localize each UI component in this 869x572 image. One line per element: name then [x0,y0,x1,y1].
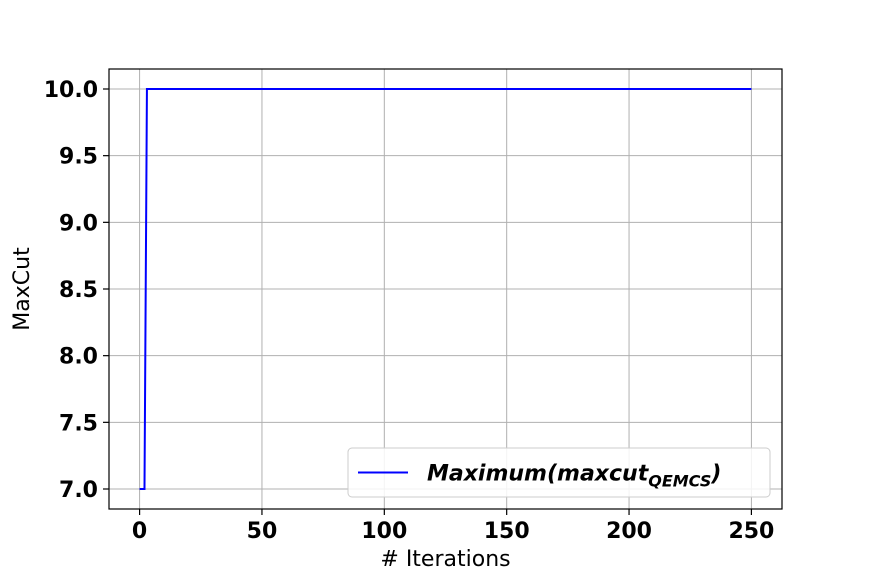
series-layer [139,88,752,490]
x-tick-label: 50 [247,519,278,544]
legend-box [347,447,771,498]
legend-label-subscript: QEMCS [648,472,711,491]
y-tick-label: 10.0 [44,78,98,103]
y-tick-label: 7.5 [59,411,98,436]
series-line [139,88,752,490]
x-axis-label: # Iterations [380,547,510,572]
x-tick-label: 0 [132,519,147,544]
x-tick-label: 250 [728,519,774,544]
x-tick-label: 100 [361,519,407,544]
x-tick-label: 150 [484,519,530,544]
y-axis-label: MaxCut [10,247,35,331]
y-tick-label: 8.5 [59,278,98,303]
y-tick-label: 9.5 [59,145,98,170]
legend-label-main: Maximum(maxcut [427,462,650,487]
legend-label: Maximum(maxcutQEMCS) [427,462,721,491]
y-tick-label: 9.0 [59,211,98,236]
y-tick-label: 8.0 [59,345,98,370]
legend-label-close: ) [710,462,721,487]
legend: Maximum(maxcutQEMCS) [347,447,771,498]
y-tick-label: 7.0 [59,478,98,503]
x-tick-label: 200 [606,519,652,544]
grid-lines [109,69,782,509]
x-axis-ticks: 0 50 100 150 200 250 [132,509,774,544]
y-axis-ticks: 7.0 7.5 8.0 8.5 9.0 9.5 10.0 [44,78,109,503]
